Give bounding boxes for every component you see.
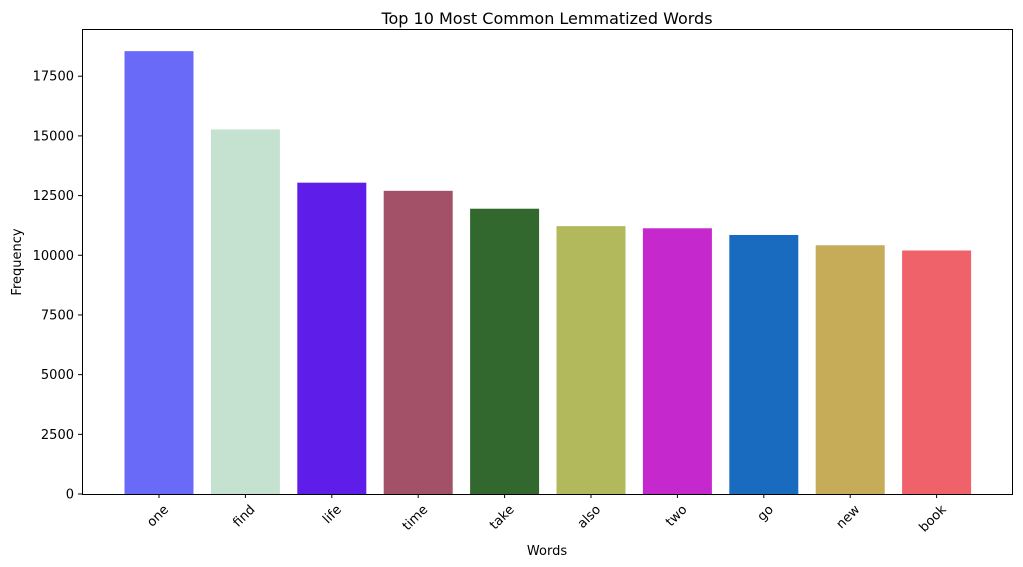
bar-two	[642, 228, 712, 495]
y-tick-label: 17500	[33, 70, 74, 85]
plot-frame	[82, 29, 1013, 495]
y-tick-label: 2500	[41, 428, 74, 443]
y-tick-label: 7500	[41, 308, 74, 323]
y-tick-label: 15000	[33, 129, 74, 144]
bar-time	[383, 190, 453, 494]
bar-new	[815, 245, 885, 494]
bar-go	[729, 234, 799, 495]
bar-take	[470, 208, 540, 494]
y-axis-label: Frequency	[10, 228, 25, 295]
y-tick-label: 10000	[33, 249, 74, 264]
chart-title: Top 10 Most Common Lemmatized Words	[380, 9, 712, 28]
bar-book	[902, 250, 972, 494]
x-axis-label: Words	[527, 544, 567, 559]
y-axis: 0 2500 5000 7500 10000 12500 15000 17500	[33, 70, 82, 503]
bar-one	[124, 51, 194, 495]
y-tick-label: 5000	[41, 368, 74, 383]
bar-find	[210, 129, 280, 494]
bars-layer	[124, 51, 972, 495]
bar-also	[556, 226, 626, 494]
y-tick-label: 0	[66, 488, 74, 503]
y-tick-label: 12500	[33, 189, 74, 204]
bar-life	[297, 182, 367, 494]
